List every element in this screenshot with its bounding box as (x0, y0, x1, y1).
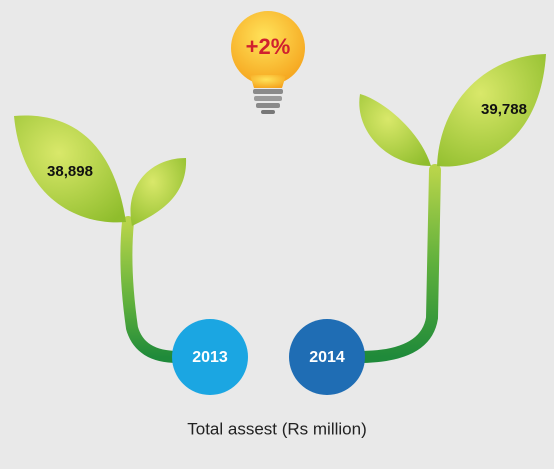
year-label: 2013 (192, 349, 228, 366)
plant-2014: 39,788 2014 (289, 54, 546, 395)
caption: Total assest (Rs million) (187, 419, 367, 438)
plant-2013: 38,898 2013 (14, 115, 248, 395)
value-label: 38,898 (47, 163, 93, 180)
bulb: +2% (231, 11, 305, 114)
year-label: 2014 (309, 349, 345, 366)
badge: +2% (246, 34, 291, 59)
value-label: 39,788 (481, 101, 527, 118)
